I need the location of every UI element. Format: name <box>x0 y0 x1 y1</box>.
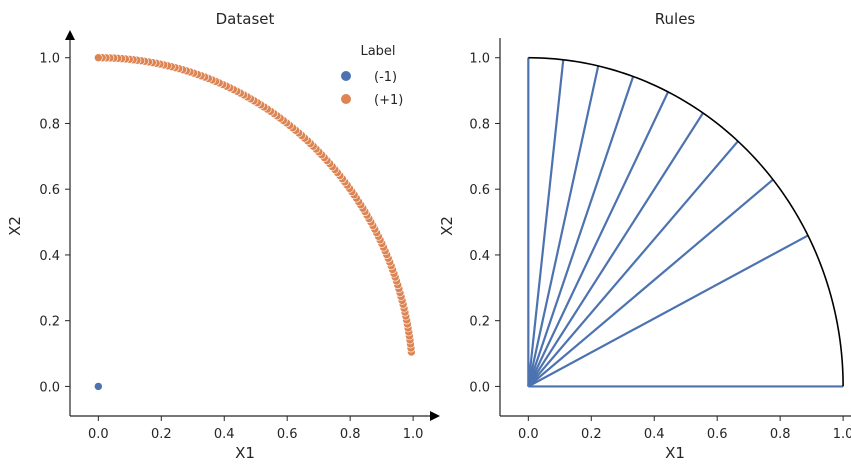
rule-ray <box>527 234 809 388</box>
rules-lines <box>527 56 844 388</box>
x-tick-label: 0.6 <box>707 427 728 442</box>
legend-label-positive: (+1) <box>374 93 403 108</box>
y-tick-label: 0.2 <box>39 315 60 330</box>
rules-ylabel: X2 <box>438 216 456 236</box>
dataset-ticks: 0.0 0.2 0.4 0.6 0.8 1.0 0.0 0.2 0.4 0.6 0.8 1.0 <box>39 52 423 442</box>
rules-ticks: 0.0 0.2 0.4 0.6 0.8 1.0 0.0 0.2 0.4 0.6 0.8 1.0 <box>469 52 851 442</box>
rule-ray <box>527 91 670 387</box>
unit-circle-arc <box>528 56 844 387</box>
y-tick-label: 0.4 <box>469 249 490 264</box>
dataset-points <box>94 53 416 391</box>
rule-ray <box>527 65 600 387</box>
legend-label-negative: (-1) <box>374 70 397 85</box>
y-tick-label: 0.0 <box>39 380 60 395</box>
dataset-title: Dataset <box>216 10 275 28</box>
x-tick-label: 0.6 <box>277 427 298 442</box>
dataset-legend: Label (-1) (+1) <box>341 44 403 108</box>
rule-ray <box>527 178 774 388</box>
dataset-panel: Dataset X1 X2 0.0 0.2 0.4 0.6 0.8 1.00.00.20.… <box>6 10 440 462</box>
rules-panel: Rules X1 X2 0.0 0.2 0.4 0.6 0.8 1.00.00.20.40… <box>438 10 851 462</box>
legend-marker-negative <box>341 71 351 81</box>
point-negative <box>94 382 103 391</box>
x-tick-label: 0.8 <box>340 427 361 442</box>
y-tick-label: 0.0 <box>469 380 490 395</box>
x-axis-arrow <box>430 411 440 421</box>
x-tick-label: 0.2 <box>151 427 172 442</box>
dataset-axes <box>65 30 440 421</box>
y-tick-label: 0.2 <box>469 315 490 330</box>
y-tick-label: 1.0 <box>469 52 490 67</box>
y-tick-label: 0.4 <box>39 249 60 264</box>
rule-ray <box>527 112 704 388</box>
rules-axes <box>499 38 851 417</box>
dataset-xlabel: X1 <box>235 444 255 462</box>
y-tick-label: 0.8 <box>469 117 490 132</box>
dataset-ylabel: X2 <box>6 216 24 236</box>
rule-ray <box>527 76 635 387</box>
rule-ray <box>527 59 565 387</box>
y-axis-arrow <box>65 30 75 40</box>
y-tick-label: 1.0 <box>39 52 60 67</box>
x-tick-label: 0.2 <box>581 427 602 442</box>
x-tick-label: 0.4 <box>644 427 665 442</box>
x-tick-label: 1.0 <box>833 427 851 442</box>
x-tick-label: 0.4 <box>214 427 235 442</box>
x-tick-label: 0.0 <box>88 427 109 442</box>
point-positive <box>94 53 103 63</box>
legend-title: Label <box>360 44 395 59</box>
y-tick-label: 0.8 <box>39 117 60 132</box>
y-tick-label: 0.6 <box>39 183 60 198</box>
x-tick-label: 0.8 <box>770 427 791 442</box>
y-tick-label: 0.6 <box>469 183 490 198</box>
rules-title: Rules <box>655 10 696 28</box>
rules-xlabel: X1 <box>665 444 685 462</box>
rule-ray <box>527 140 739 388</box>
x-tick-label: 0.0 <box>518 427 539 442</box>
x-tick-label: 1.0 <box>403 427 424 442</box>
legend-marker-positive <box>341 94 351 104</box>
